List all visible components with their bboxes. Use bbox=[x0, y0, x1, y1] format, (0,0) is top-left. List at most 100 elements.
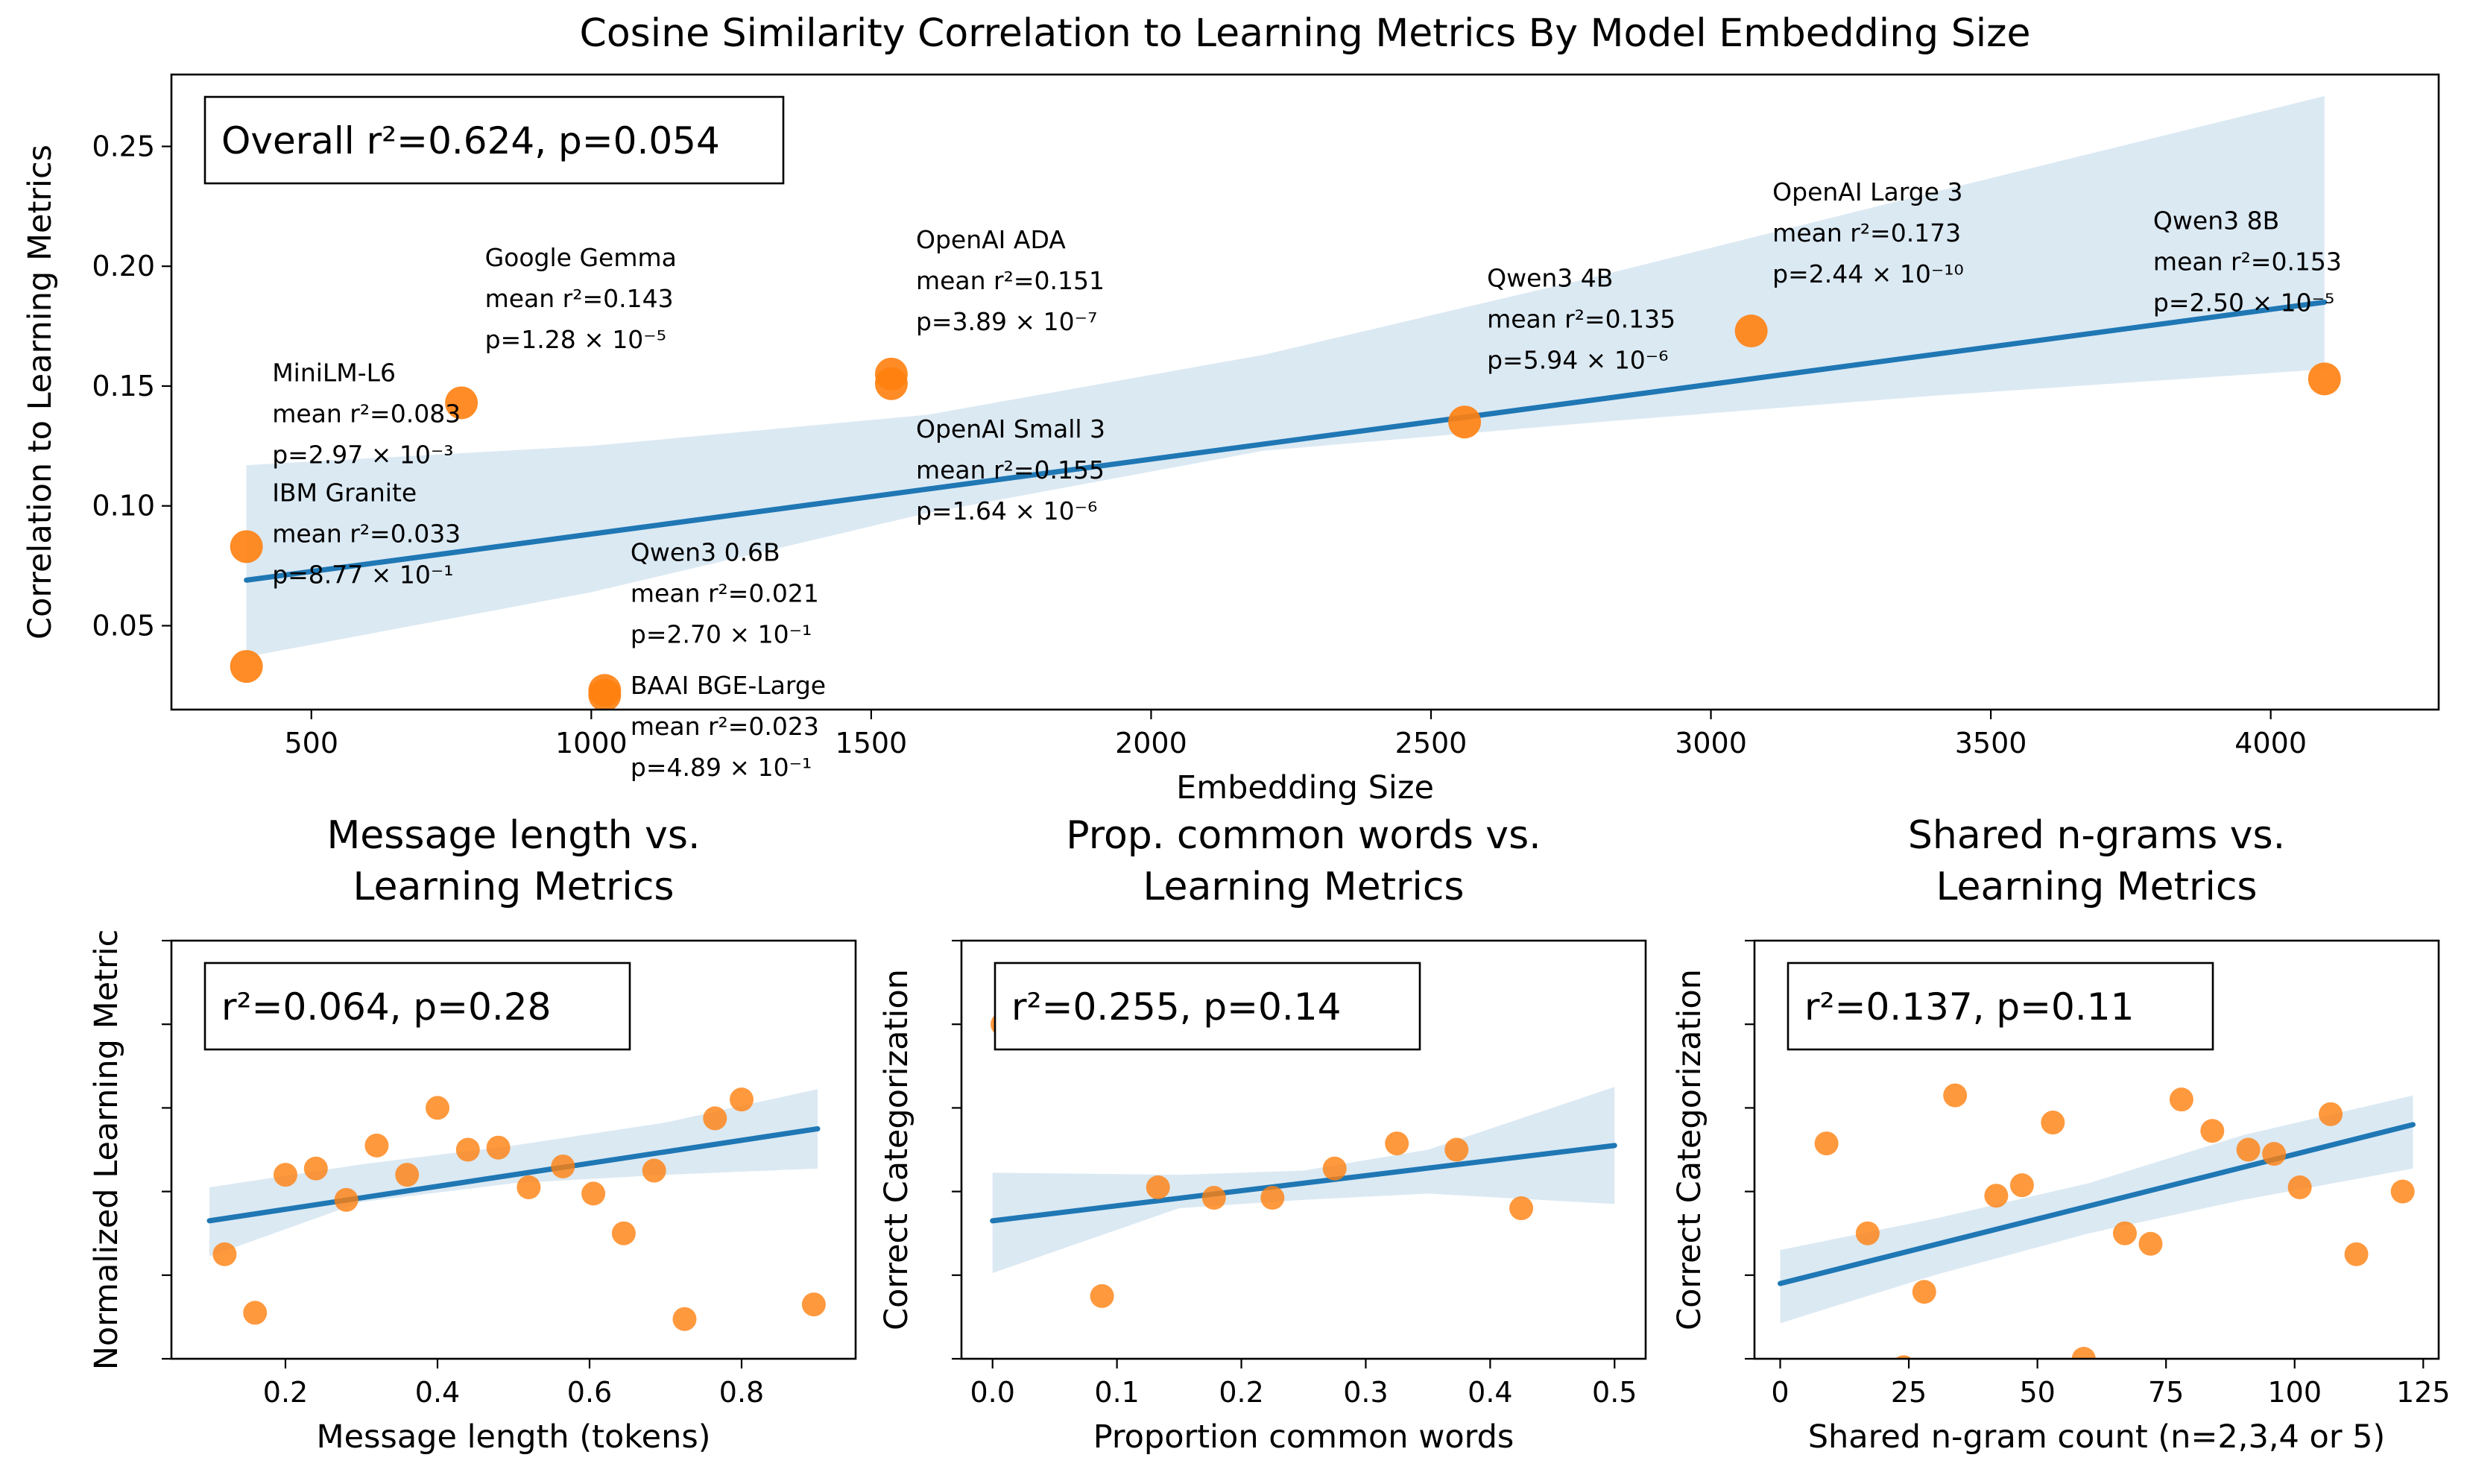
data-point bbox=[1260, 1186, 1285, 1210]
data-point bbox=[611, 1221, 636, 1245]
data-point bbox=[874, 357, 908, 391]
y-axis-label: Correct Categorization bbox=[878, 969, 915, 1330]
data-point bbox=[2236, 1137, 2261, 1162]
annotation-line: mean r²=0.155 bbox=[916, 455, 1105, 484]
confidence-band bbox=[1780, 1095, 2413, 1324]
x-tick-label: 4000 bbox=[2234, 727, 2307, 760]
model-annotation: Qwen3 8B mean r²=0.153 p=2.50 × 10⁻⁵ bbox=[2153, 206, 2342, 317]
x-tick-label: 0 bbox=[1771, 1376, 1789, 1409]
annotation-line: mean r²=0.021 bbox=[631, 579, 819, 608]
data-point bbox=[1943, 1083, 1968, 1108]
annotation-line: mean r²=0.033 bbox=[272, 519, 461, 548]
x-tick-label: 50 bbox=[2019, 1376, 2055, 1409]
annotation-line: p=2.97 × 10⁻³ bbox=[272, 441, 453, 470]
data-point bbox=[2308, 362, 2341, 396]
stat-box bbox=[203, 95, 785, 185]
data-point bbox=[243, 1301, 268, 1325]
data-point bbox=[2071, 1347, 2096, 1359]
annotation-line: p=2.70 × 10⁻¹ bbox=[631, 620, 812, 649]
annotation-line: p=8.77 × 10⁻¹ bbox=[272, 560, 453, 589]
data-point bbox=[2287, 1175, 2312, 1199]
regression-line bbox=[244, 299, 2328, 583]
annotation-line: Google Gemma bbox=[485, 243, 677, 272]
common-words-chart: 0.0 0.1 0.2 0.3 0.4 0.5 Proportion common word… bbox=[878, 813, 1647, 1456]
annotation-line: Qwen3 0.6B bbox=[631, 538, 780, 567]
stat-box bbox=[994, 962, 1421, 1051]
data-point bbox=[274, 1163, 297, 1187]
annotation-line: mean r²=0.023 bbox=[631, 712, 819, 741]
data-point bbox=[517, 1175, 541, 1199]
model-annotation: OpenAI Large 3 mean r²=0.173 p=2.44 × 10⁻¹… bbox=[1772, 177, 1964, 288]
data-point bbox=[672, 1307, 697, 1331]
annotation-line: mean r²=0.135 bbox=[1487, 305, 1675, 334]
annotation-line: p=2.44 × 10⁻¹⁰ bbox=[1772, 259, 1964, 288]
stat-text: r²=0.137, p=0.11 bbox=[1804, 985, 2134, 1029]
y-tick-label: 0.15 bbox=[92, 370, 155, 402]
data-point bbox=[1201, 1186, 1226, 1210]
data-point bbox=[801, 1292, 826, 1317]
annotation-line: IBM Granite bbox=[272, 478, 417, 507]
data-point bbox=[1385, 1131, 1409, 1156]
annotation-line: p=3.89 × 10⁻⁷ bbox=[916, 307, 1097, 336]
x-tick-label: 100 bbox=[2267, 1376, 2322, 1409]
y-axis-label: Correct Categorization bbox=[1671, 969, 1708, 1330]
data-point bbox=[2009, 1173, 2034, 1198]
x-axis-label: Shared n-gram count (n=2,3,4 or 5) bbox=[1808, 1418, 2386, 1456]
model-annotation: Qwen3 4B mean r²=0.135 p=5.94 × 10⁻⁶ bbox=[1487, 264, 1675, 375]
data-point bbox=[703, 1106, 727, 1131]
annotation-line: OpenAI ADA bbox=[916, 225, 1066, 254]
annotation-line: p=4.89 × 10⁻¹ bbox=[631, 753, 812, 782]
x-tick-label: 0.2 bbox=[263, 1376, 308, 1409]
stat-text: r²=0.064, p=0.28 bbox=[221, 985, 551, 1029]
data-point bbox=[334, 1187, 358, 1212]
stat-text: r²=0.255, p=0.14 bbox=[1011, 985, 1341, 1029]
annotation-line: mean r²=0.173 bbox=[1772, 218, 1961, 247]
y-tick-label: 0.20 bbox=[92, 250, 155, 282]
model-annotation: BAAI BGE-Large mean r²=0.023 p=4.89 × 10⁻¹ bbox=[631, 671, 826, 782]
x-axis-label: Embedding Size bbox=[1176, 769, 1434, 806]
data-point bbox=[486, 1135, 511, 1160]
x-tick-label: 0.4 bbox=[415, 1376, 460, 1409]
stat-box bbox=[1787, 962, 2214, 1051]
data-point bbox=[230, 530, 263, 563]
chart-title: Message length vs. bbox=[326, 813, 700, 858]
regression-line bbox=[1778, 1122, 2416, 1286]
model-annotation: MiniLM-L6 mean r²=0.083 p=2.97 × 10⁻³ bbox=[272, 359, 461, 470]
data-point bbox=[642, 1158, 666, 1183]
x-tick-label: 3000 bbox=[1675, 727, 1747, 760]
data-point bbox=[2390, 1179, 2415, 1204]
y-tick-label: 0.25 bbox=[92, 130, 155, 162]
chart-title: Learning Metrics bbox=[1143, 865, 1464, 909]
annotation-line: p=5.94 × 10⁻⁶ bbox=[1487, 346, 1668, 375]
x-axis-label: Proportion common words bbox=[1093, 1418, 1514, 1456]
data-point bbox=[1855, 1221, 1880, 1245]
data-point bbox=[303, 1156, 328, 1181]
annotation-line: p=1.64 × 10⁻⁶ bbox=[916, 496, 1097, 525]
data-point bbox=[395, 1163, 420, 1187]
y-axis-label: Correlation to Learning Metrics bbox=[22, 145, 59, 640]
shared-ngrams-chart: 0 25 50 75 100 125 Shared n-gram count (n=2,3,… bbox=[1671, 813, 2451, 1456]
model-annotation: OpenAI ADA mean r²=0.151 p=3.89 × 10⁻⁷ bbox=[916, 225, 1105, 336]
data-point bbox=[364, 1133, 389, 1158]
data-point bbox=[2169, 1087, 2193, 1112]
annotation-line: mean r²=0.151 bbox=[916, 266, 1105, 295]
annotation-line: MiniLM-L6 bbox=[272, 359, 396, 388]
axis-frame bbox=[960, 939, 1647, 1360]
data-point bbox=[1509, 1196, 1534, 1221]
annotation-line: mean r²=0.143 bbox=[485, 284, 674, 313]
x-tick-label: 0.4 bbox=[1468, 1376, 1512, 1409]
data-point bbox=[551, 1154, 575, 1178]
data-point bbox=[2112, 1221, 2137, 1245]
x-tick-label: 500 bbox=[285, 727, 339, 760]
stat-text: Overall r²=0.624, p=0.054 bbox=[221, 119, 720, 162]
message-length-chart: 0.2 0.4 0.6 0.8 Message length (tokens) Norma… bbox=[88, 813, 857, 1456]
annotation-line: p=2.50 × 10⁻⁵ bbox=[2153, 288, 2334, 317]
data-point bbox=[2138, 1231, 2163, 1256]
data-point bbox=[2319, 1102, 2343, 1126]
annotation-line: Qwen3 4B bbox=[1487, 264, 1613, 293]
model-annotation: IBM Granite mean r²=0.033 p=8.77 × 10⁻¹ bbox=[272, 478, 461, 589]
model-annotation: Qwen3 0.6B mean r²=0.021 p=2.70 × 10⁻¹ bbox=[631, 538, 819, 649]
x-tick-label: 1500 bbox=[836, 727, 908, 760]
x-tick-label: 0.8 bbox=[719, 1376, 764, 1409]
